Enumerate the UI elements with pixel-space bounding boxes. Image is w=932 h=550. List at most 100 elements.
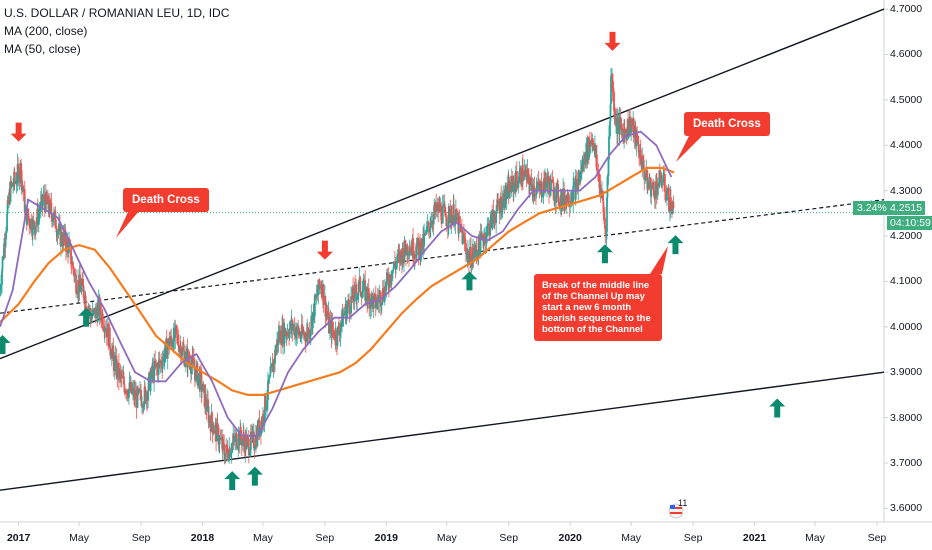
candle-body	[617, 117, 619, 122]
candle-body	[101, 313, 104, 327]
candle-body	[513, 181, 516, 186]
candle-body	[36, 208, 39, 225]
candle-body	[496, 199, 499, 212]
candle-body	[168, 343, 171, 349]
candle-body	[592, 142, 595, 151]
candle-body	[409, 250, 411, 252]
candle-body	[310, 315, 313, 330]
candle-body	[258, 419, 261, 436]
candle-body	[278, 330, 281, 339]
candle-body	[43, 194, 46, 202]
candle-body	[660, 181, 663, 186]
candle-body	[119, 373, 122, 379]
candle-body	[66, 237, 69, 242]
last-price-label: 4.2515	[887, 201, 926, 215]
candle-body	[335, 330, 337, 344]
candle-body	[160, 361, 163, 366]
candle-body	[362, 288, 365, 292]
candle-body	[250, 431, 253, 437]
candle-body	[41, 194, 44, 206]
candle-body	[304, 333, 307, 339]
candle-body	[567, 192, 570, 205]
candle-body	[557, 184, 560, 202]
candle-body	[284, 328, 287, 336]
candle-body	[232, 435, 235, 443]
candle-body	[158, 360, 161, 364]
candle-body	[11, 183, 14, 187]
candle-body	[209, 421, 212, 432]
candle-body	[539, 181, 542, 185]
candle-body	[553, 199, 555, 201]
candle-body	[225, 444, 228, 450]
candle-body	[295, 332, 298, 339]
candle-body	[604, 218, 606, 229]
candle-body	[268, 377, 270, 384]
candle-body	[291, 320, 294, 331]
candle-body	[646, 170, 649, 190]
candle-body	[226, 449, 229, 458]
candle-body	[32, 219, 35, 222]
candle-body	[34, 226, 37, 234]
candle-body	[131, 390, 134, 394]
candle-body	[599, 184, 602, 198]
time-tick-label: Sep	[867, 532, 887, 544]
candle-body	[289, 321, 292, 329]
candle-body	[383, 286, 386, 302]
candle-body	[410, 247, 413, 255]
candle-body	[44, 191, 47, 212]
legend-ma50[interactable]: MA (50, close)	[4, 42, 81, 56]
candle-body	[144, 386, 146, 390]
candle-body	[196, 363, 199, 385]
candle-body	[511, 176, 514, 180]
candle-body	[426, 222, 429, 227]
candle-body	[180, 355, 183, 359]
price-tick-label: 4.7000	[890, 3, 923, 16]
candle-body	[376, 297, 379, 300]
candle-body	[193, 367, 196, 371]
candle-body	[16, 164, 19, 182]
candle-body	[547, 176, 550, 184]
candle-body	[280, 343, 282, 345]
candle-body	[21, 180, 24, 187]
candle-body	[299, 338, 302, 339]
candle-body	[500, 196, 503, 214]
candle-body	[604, 228, 607, 236]
candle-body	[172, 327, 175, 350]
down-arrow-icon	[604, 31, 621, 51]
candle-body	[246, 437, 249, 440]
candle-body	[361, 291, 364, 298]
candle-body	[581, 158, 584, 172]
candle-body	[669, 210, 671, 212]
candle-body	[576, 179, 579, 191]
events-count-badge[interactable]: 11	[678, 498, 688, 508]
price-tick-label: 3.7000	[890, 456, 923, 469]
time-tick-label: 2018	[190, 532, 215, 544]
candle-body	[662, 173, 665, 176]
legend-ma200[interactable]: MA (200, close)	[4, 24, 88, 38]
candle-body	[402, 247, 404, 264]
candle-body	[531, 183, 534, 194]
candle-body	[117, 362, 120, 379]
candle-body	[177, 335, 180, 345]
candle-body	[465, 243, 467, 252]
candle-body	[584, 153, 587, 165]
candle-body	[73, 269, 75, 277]
candle-body	[663, 173, 666, 192]
candle-body	[590, 143, 593, 144]
candle-body	[594, 145, 597, 159]
candle-body	[541, 196, 543, 198]
candle-body	[483, 238, 485, 246]
candle-body	[121, 375, 124, 378]
bar-countdown-label: 04:10:59	[887, 216, 932, 230]
candle-body	[668, 187, 670, 212]
candle-body	[431, 220, 434, 224]
time-tick-label: Sep	[499, 532, 519, 544]
candle-body	[655, 183, 658, 196]
candle-body	[272, 360, 275, 373]
candle-body	[515, 171, 518, 181]
candle-body	[288, 328, 291, 339]
candle-body	[235, 433, 238, 449]
candle-body	[29, 219, 32, 229]
candle-body	[102, 326, 105, 329]
